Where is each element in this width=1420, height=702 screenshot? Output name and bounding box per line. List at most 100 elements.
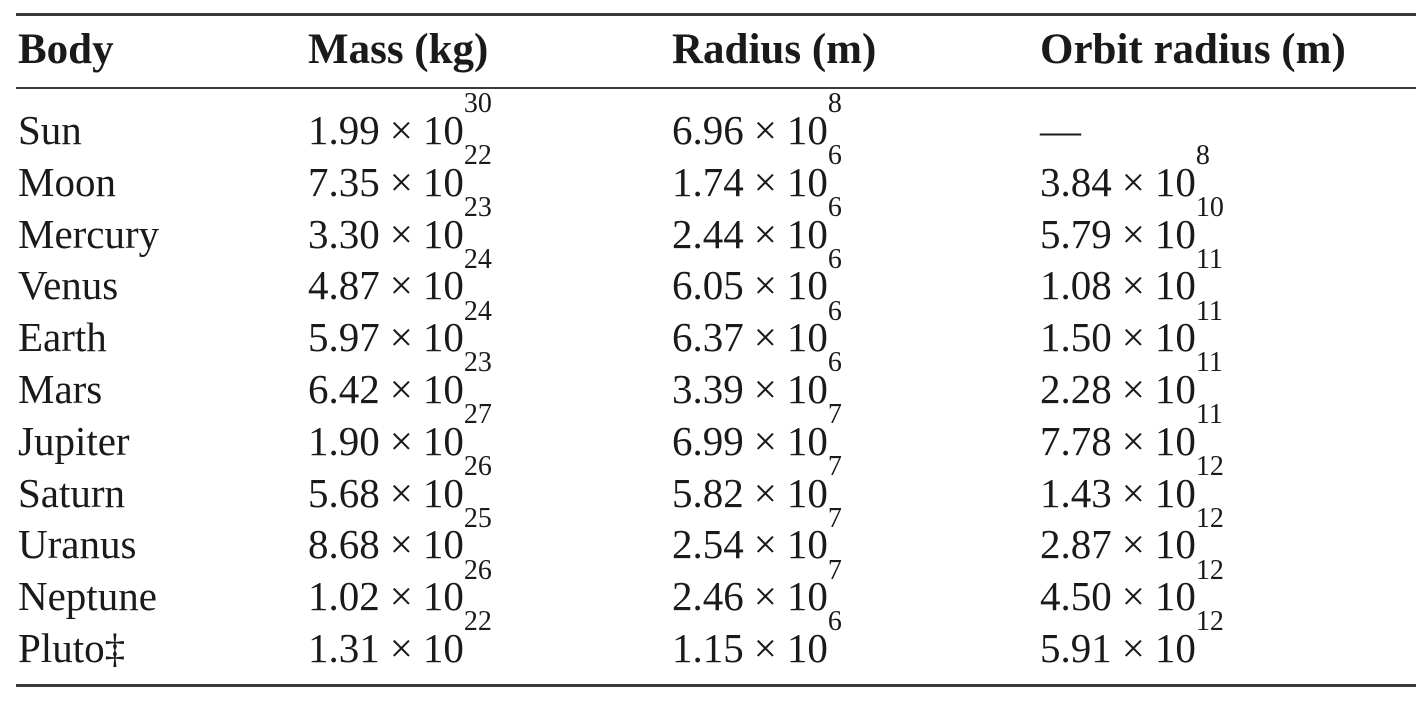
exponent: 6 <box>827 243 842 275</box>
power-base: 10 <box>1154 573 1196 620</box>
radius-cell: 2.44 × 106 <box>672 193 842 260</box>
power-base: 10 <box>422 417 464 464</box>
exponent: 12 <box>1195 554 1224 586</box>
times-sign: × <box>1121 314 1145 361</box>
table-row: Mars 6.42 × 1023 3.39 × 106 2.28 × 1011 <box>0 349 1420 415</box>
exponent: 12 <box>1195 502 1224 534</box>
power-base: 10 <box>1154 624 1196 671</box>
mass-cell: 6.42 × 1023 <box>308 349 492 415</box>
exponent: 23 <box>463 191 492 223</box>
mantissa: 2.87 <box>1040 521 1112 568</box>
exponent: 11 <box>1195 295 1223 327</box>
mantissa: 5.91 <box>1040 624 1112 671</box>
exponent: 25 <box>463 502 492 534</box>
times-sign: × <box>753 107 777 153</box>
exponent: 12 <box>1195 450 1224 482</box>
radius-cell: 2.54 × 107 <box>672 504 842 570</box>
mantissa: 2.28 <box>1040 365 1112 412</box>
body-name-cell: Moon <box>18 158 116 205</box>
mass-cell: 3.30 × 1023 <box>308 193 492 260</box>
radius-cell: 6.99 × 107 <box>672 401 842 467</box>
times-sign: × <box>1121 210 1145 257</box>
header-mass: Mass (kg) <box>308 26 489 73</box>
radius-cell: 6.96 × 108 <box>672 90 842 156</box>
times-sign: × <box>389 417 413 464</box>
mass-cell: 1.31 × 1022 <box>308 608 492 674</box>
times-sign: × <box>1121 365 1145 412</box>
orbit-radius-cell: 1.50 × 1011 <box>1040 297 1223 363</box>
mantissa: 5.68 <box>308 469 380 516</box>
power-base: 10 <box>422 521 464 568</box>
times-sign: × <box>389 573 413 620</box>
mass-cell: 1.02 × 1026 <box>308 556 492 622</box>
orbit-radius-cell: 5.91 × 1012 <box>1040 608 1224 674</box>
body-name-cell: Sun <box>18 107 82 153</box>
times-sign: × <box>753 210 777 257</box>
times-sign: × <box>753 314 777 361</box>
exponent: 6 <box>827 347 842 379</box>
power-base: 10 <box>422 573 464 620</box>
times-sign: × <box>389 624 413 671</box>
exponent: 6 <box>827 191 842 223</box>
mantissa: 6.96 <box>672 107 744 153</box>
table-bottom-rule <box>16 684 1416 687</box>
mantissa: 6.42 <box>308 365 380 412</box>
power-base: 10 <box>422 365 464 412</box>
body-name-cell: Saturn <box>18 469 126 516</box>
exponent: 22 <box>463 140 492 172</box>
table-row: Moon 7.35 × 1022 1.74 × 106 3.84 × 108 <box>0 142 1420 208</box>
table-body: Sun 1.99 × 1030 6.96 × 108— Moon 7.35 × 1022 1.74 × 1… <box>0 90 1420 674</box>
times-sign: × <box>753 158 777 205</box>
mantissa: 7.78 <box>1040 417 1112 464</box>
body-name-cell: Uranus <box>18 521 137 568</box>
power-base: 10 <box>786 573 828 620</box>
orbit-radius-cell: 2.28 × 1011 <box>1040 349 1223 415</box>
times-sign: × <box>753 521 777 568</box>
exponent: 11 <box>1195 243 1223 275</box>
power-base: 10 <box>786 521 828 568</box>
mass-cell: 1.90 × 1027 <box>308 401 492 467</box>
exponent: 12 <box>1195 606 1224 638</box>
header-body: Body <box>18 26 114 73</box>
mantissa: 1.74 <box>672 158 744 205</box>
mass-cell: 4.87 × 1024 <box>308 245 492 311</box>
power-base: 10 <box>1154 417 1196 464</box>
times-sign: × <box>1121 521 1145 568</box>
power-base: 10 <box>786 262 828 309</box>
exponent: 24 <box>463 243 492 275</box>
mass-cell: 5.97 × 1024 <box>308 297 492 363</box>
mantissa: 6.37 <box>672 314 744 361</box>
orbit-radius-cell: 5.79 × 1010 <box>1040 193 1224 260</box>
times-sign: × <box>753 469 777 516</box>
mantissa: 5.97 <box>308 314 380 361</box>
table-row: Venus 4.87 × 1024 6.05 × 106 1.08 × 1011 <box>0 245 1420 311</box>
radius-cell: 6.05 × 106 <box>672 245 842 311</box>
mantissa: 1.15 <box>672 624 744 671</box>
times-sign: × <box>753 573 777 620</box>
exponent: 7 <box>827 450 842 482</box>
power-base: 10 <box>786 314 828 361</box>
exponent: 8 <box>827 88 842 120</box>
mantissa: 4.50 <box>1040 573 1112 620</box>
exponent: 26 <box>463 450 492 482</box>
orbit-radius-cell: 1.43 × 1012 <box>1040 452 1224 519</box>
exponent: 30 <box>463 88 492 120</box>
times-sign: × <box>389 107 413 153</box>
mantissa: 1.50 <box>1040 314 1112 361</box>
times-sign: × <box>1121 469 1145 516</box>
power-base: 10 <box>786 469 828 516</box>
radius-cell: 6.37 × 106 <box>672 297 842 363</box>
mass-cell: 7.35 × 1022 <box>308 142 492 208</box>
times-sign: × <box>753 417 777 464</box>
power-base: 10 <box>786 158 828 205</box>
table-row: Mercury 3.30 × 1023 2.44 × 106 5.79 × 1010 <box>0 193 1420 260</box>
power-base: 10 <box>422 158 464 205</box>
times-sign: × <box>389 521 413 568</box>
exponent: 24 <box>463 295 492 327</box>
radius-cell: 3.39 × 106 <box>672 349 842 415</box>
body-name-cell: Neptune <box>18 573 157 620</box>
power-base: 10 <box>422 469 464 516</box>
power-base: 10 <box>422 624 464 671</box>
power-base: 10 <box>1154 469 1196 516</box>
mantissa: 1.08 <box>1040 262 1112 309</box>
